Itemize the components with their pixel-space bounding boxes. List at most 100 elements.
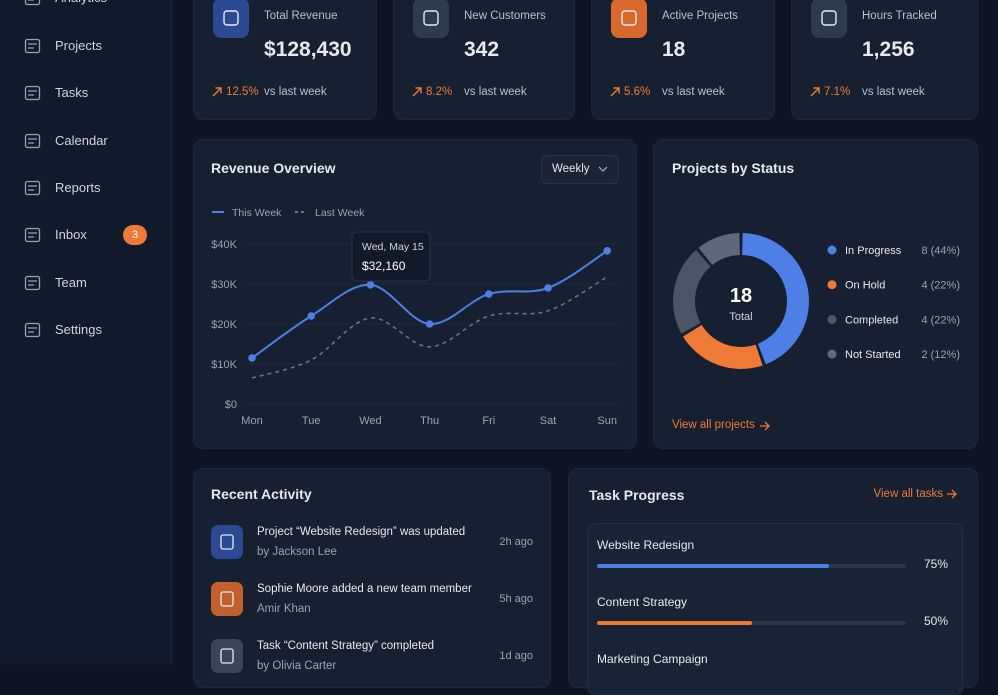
nav-label: Projects [55, 38, 102, 53]
trend-icon [810, 87, 820, 97]
x-tick-label: Sun [597, 415, 617, 427]
activity-icon [211, 639, 243, 673]
y-tick-label: $40K [211, 239, 237, 251]
card-title: Revenue Overview [211, 160, 336, 176]
stat-compare: vs last week [464, 86, 527, 98]
nav-label: Settings [55, 322, 102, 337]
nav-icon [24, 0, 41, 6]
task-name: Website Redesign [597, 538, 695, 552]
stat-change: 8.2% [426, 86, 453, 98]
donut-segment [673, 250, 711, 334]
legend-dot [827, 245, 837, 255]
y-tick-label: $10K [211, 359, 237, 371]
stat-value: 342 [464, 38, 500, 61]
stat-title: New Customers [464, 10, 546, 22]
revenue-chart: $0 $10K $20K $30K $40K Mon Tue Wed Thu Fri Sat Sun T… [211, 207, 618, 427]
donut-segment [742, 233, 809, 365]
x-tick-label: Mon [241, 415, 262, 427]
legend-dot [827, 280, 837, 290]
x-tick-label: Tue [302, 415, 321, 427]
card-title: Task Progress [589, 487, 685, 503]
dashboard: Revenue Overview Weekly $0 $10K $20K $30K $4… [24, 0, 978, 695]
tooltip-title: Wed, May 15 [362, 241, 424, 253]
nav-icon [24, 227, 41, 243]
stat-value: 18 [662, 38, 686, 61]
arrow-icon [947, 489, 957, 499]
tooltip [351, 231, 431, 282]
x-tick-label: Thu [420, 415, 439, 427]
nav-label: Calendar [55, 133, 108, 148]
stat-change: 12.5% [226, 86, 259, 98]
legend-value: 4 (22%) [921, 314, 960, 326]
stat-title: Active Projects [662, 10, 739, 22]
y-tick-label: $0 [225, 399, 237, 411]
x-tick-label: Wed [359, 415, 381, 427]
activity-icon [211, 582, 243, 616]
activity-time: 1d ago [499, 650, 533, 662]
legend-label: Last Week [315, 207, 365, 219]
view-all-projects-link[interactable]: View all projects [672, 419, 755, 431]
data-point [485, 290, 493, 298]
chevron-icon [598, 166, 608, 172]
data-point [366, 281, 375, 289]
nav-badge: 3 [123, 225, 147, 245]
progress-label: 75% [923, 557, 948, 571]
status-chart: In Progress 8 (44%) On Hold 4 (22%) Complete… [673, 233, 960, 369]
y-tick-label: $30K [211, 279, 237, 291]
trend-icon [212, 87, 222, 97]
view-all-tasks-link[interactable]: View all tasks [873, 488, 943, 500]
status-card [653, 139, 978, 449]
legend-dot [827, 314, 837, 324]
tooltip-value: $32,160 [362, 259, 406, 273]
nav-label: Reports [55, 180, 101, 195]
activity-text: Sophie Moore added a new team member [257, 583, 472, 595]
stat-title: Total Revenue [264, 10, 338, 22]
stat-value: 1,256 [862, 38, 915, 61]
stat-change: 7.1% [824, 86, 851, 98]
x-tick-label: Sat [540, 415, 557, 427]
nav-label: Tasks [55, 85, 89, 100]
nav-label: Analytics [55, 0, 107, 5]
nav-icon [24, 133, 41, 149]
legend-value: 8 (44%) [921, 245, 960, 257]
stat-compare: vs last week [662, 86, 725, 98]
legend-label: On Hold [845, 280, 885, 292]
legend-label: Not Started [845, 349, 901, 361]
card-title: Projects by Status [672, 160, 795, 176]
progress-label: 50% [923, 614, 948, 628]
activity-time: 5h ago [499, 593, 533, 605]
data-point [307, 312, 315, 320]
nav-label: Inbox [55, 227, 87, 242]
nav-icon [24, 275, 41, 291]
legend-label: In Progress [845, 245, 902, 257]
activity-card [193, 468, 551, 688]
nav-icon [24, 38, 41, 54]
stat-icon [611, 0, 647, 38]
donut-total-label: Total [729, 311, 752, 323]
donut-segment [698, 233, 740, 266]
activity-time: 2h ago [499, 536, 533, 548]
donut-total: 18 [730, 285, 752, 307]
trend-icon [412, 87, 422, 97]
activity-by: by Jackson Lee [257, 546, 337, 558]
stat-compare: vs last week [264, 86, 327, 98]
activity-text: Project “Website Redesign” was updated [257, 526, 466, 538]
x-tick-label: Fri [482, 415, 495, 427]
progress-bar [597, 564, 829, 568]
legend-value: 2 (12%) [921, 349, 960, 361]
period-dropdown[interactable] [541, 155, 619, 184]
data-point [603, 247, 611, 255]
period-label: Weekly [552, 163, 590, 175]
data-point [425, 320, 434, 328]
data-point [248, 354, 256, 362]
trend-icon [610, 87, 620, 97]
donut-segment [682, 324, 763, 369]
progress-bar [597, 621, 752, 625]
arrow-icon [760, 421, 770, 431]
task-name: Marketing Campaign [597, 652, 708, 666]
revenue-card [193, 139, 637, 449]
y-tick-label: $20K [211, 319, 237, 331]
stat-icon [413, 0, 449, 38]
legend-dot [827, 349, 837, 359]
stat-icon [213, 0, 249, 38]
